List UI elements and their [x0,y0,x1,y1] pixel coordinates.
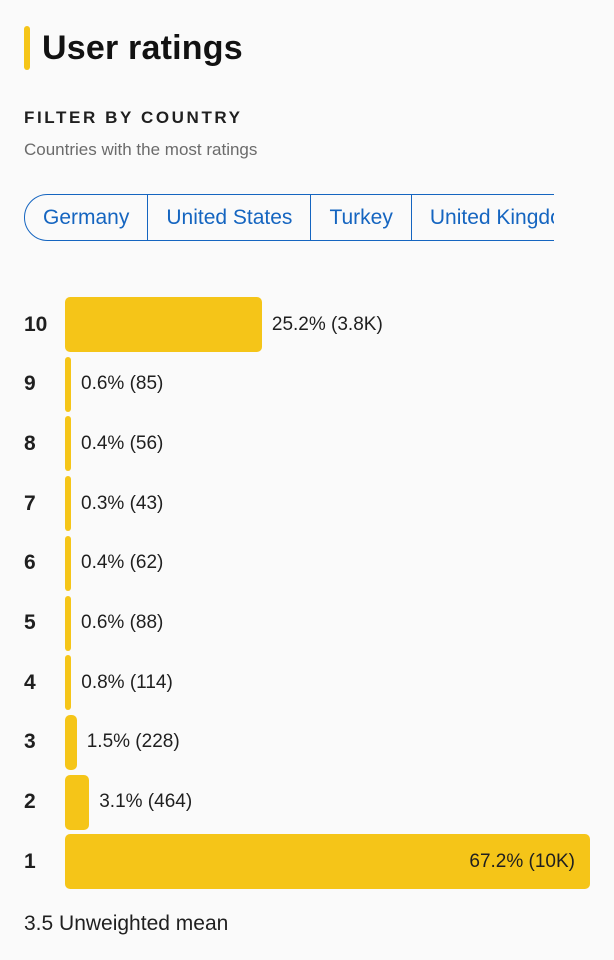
rating-label-8: 8 [24,431,36,455]
rating-bar-value-2: 3.1% (464) [99,791,193,813]
country-filter-chips[interactable]: Germany United States Turkey United King… [24,194,554,241]
rating-label-1: 1 [24,849,36,873]
country-chip-germany[interactable]: Germany [24,194,149,241]
rating-bar-value-10: 25.2% (3.8K) [271,313,383,335]
country-chip-turkey[interactable]: Turkey [311,194,412,241]
rating-bar-2 [65,774,90,830]
page-title: User ratings [42,28,243,67]
rating-bar-1 [65,834,590,890]
rating-bar-value-8: 0.4% (56) [81,432,164,454]
title-row: User ratings [24,26,243,70]
rating-bar-4 [65,655,72,711]
rating-bar-8 [65,416,71,472]
rating-label-5: 5 [24,611,36,634]
filter-heading: FILTER BY COUNTRY [24,108,243,127]
rating-label-3: 3 [24,730,36,754]
country-chip-united-kingdom[interactable]: United Kingdom [411,194,554,241]
rating-bar-7 [65,476,71,532]
rating-bar-value-4: 0.8% (114) [81,671,173,693]
rating-bar-6 [65,535,71,591]
rating-bar-3 [65,714,77,770]
rating-label-4: 4 [24,670,36,694]
rating-bar-value-7: 0.3% (43) [81,492,164,514]
unweighted-mean: 3.5 Unweighted mean [24,912,229,935]
rating-label-7: 7 [24,491,36,515]
rating-bar-value-5: 0.6% (88) [81,612,164,633]
rating-bar-value-1: 67.2% (10K) [469,850,575,872]
filter-subtitle: Countries with the most ratings [24,140,258,159]
rating-label-10: 10 [24,312,48,336]
rating-label-2: 2 [24,790,36,814]
rating-label-9: 9 [24,372,36,396]
title-accent-bar [24,26,30,70]
rating-bar-value-6: 0.4% (62) [81,552,164,574]
country-chip-united-states[interactable]: United States [148,194,312,241]
rating-bar-value-3: 1.5% (228) [86,731,180,753]
rating-bar-value-9: 0.6% (85) [81,373,164,395]
rating-label-6: 6 [24,551,36,575]
rating-bar-5 [65,595,71,651]
rating-bar-10 [65,297,262,352]
rating-bar-9 [65,356,71,412]
